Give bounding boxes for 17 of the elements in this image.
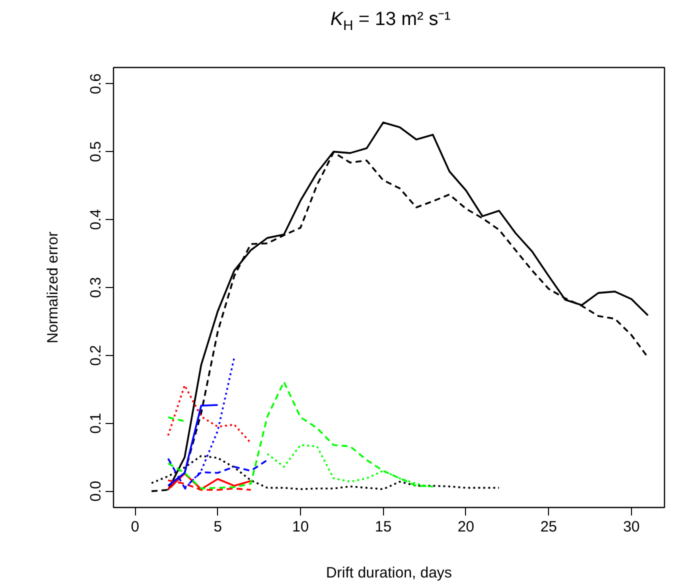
x-tick-label: 10 (292, 518, 309, 536)
y-tick-label: 0.3 (88, 277, 104, 298)
x-tick-label: 25 (540, 518, 558, 536)
x-tick-label: 0 (130, 518, 140, 536)
x-axis-title: Drift duration, days (326, 564, 452, 582)
x-tick-label: 30 (623, 518, 640, 536)
y-tick-label: 0.6 (88, 73, 104, 94)
x-tick-label: 5 (214, 518, 222, 536)
x-tick-label: 15 (374, 518, 392, 536)
y-tick-label: 0.2 (88, 344, 104, 366)
y-tick-label: 0.0 (88, 480, 104, 502)
x-tick-label: 20 (458, 518, 474, 536)
y-tick-label: 0.5 (88, 141, 104, 162)
chart-title: K$_{H}$ = 13 m² s⁻¹ (330, 8, 451, 35)
y-tick-label: 0.4 (88, 209, 104, 230)
y-tick-label: 0.1 (88, 412, 104, 434)
y-axis-title: Normalized error (44, 232, 62, 344)
